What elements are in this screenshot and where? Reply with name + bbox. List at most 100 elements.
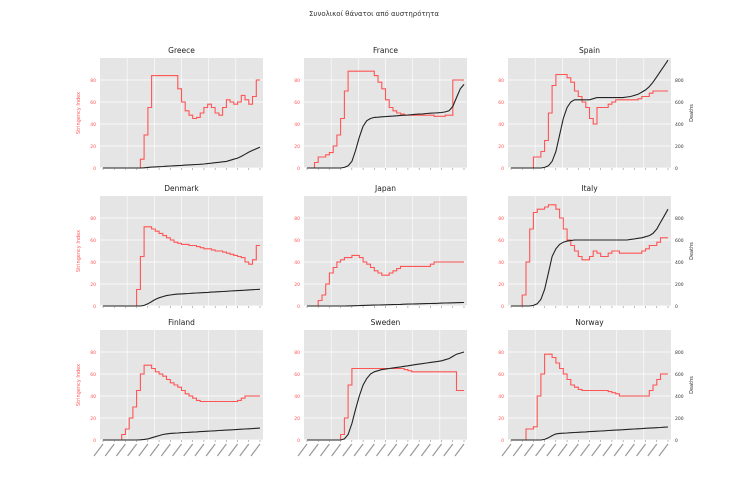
y-right-tick-label: 0 xyxy=(675,166,678,172)
panel-japan: Japan 0 20 40 60 80 xyxy=(294,184,467,310)
stringency-line xyxy=(103,75,260,169)
deaths-line xyxy=(103,427,261,441)
deaths-line xyxy=(307,351,465,441)
panel-greece: Greece 0 20 40 60 80 Stringency Index xyxy=(76,46,263,172)
panel-sweden: Sweden 0 20 40 60 80 xyxy=(294,318,467,457)
x-tick-label xyxy=(658,443,669,457)
y-tick-label: 20 xyxy=(294,416,300,422)
deaths-line xyxy=(307,301,465,307)
y-tick-label: 80 xyxy=(498,350,504,356)
deaths-line xyxy=(511,208,669,307)
y-right-tick-label: 800 xyxy=(675,78,684,84)
y-tick-label: 20 xyxy=(498,416,504,422)
y-tick-label: 40 xyxy=(498,260,504,266)
x-tick-label xyxy=(297,443,308,457)
y-tick-label: 0 xyxy=(93,304,96,310)
x-tick-label xyxy=(216,443,227,457)
x-tick-label xyxy=(228,443,239,457)
y-right-tick-label: 600 xyxy=(675,100,684,106)
y-right-tick-label: 0 xyxy=(675,438,678,444)
x-tick-label xyxy=(115,443,126,457)
y-tick-label: 60 xyxy=(294,372,300,378)
y-tick-label: 20 xyxy=(294,282,300,288)
left-axis-label: Stringency Index xyxy=(76,364,82,406)
x-tick-label xyxy=(364,443,375,457)
y-tick-label: 20 xyxy=(90,282,96,288)
y-right-tick-label: 600 xyxy=(675,372,684,378)
y-right-tick-label: 800 xyxy=(675,216,684,222)
stringency-line xyxy=(511,353,668,441)
x-tick-label xyxy=(93,443,104,457)
panel-denmark: Denmark 0 20 40 60 80 Stringency Index xyxy=(76,184,263,310)
panel-title: Italy xyxy=(581,184,598,193)
y-tick-label: 20 xyxy=(90,144,96,150)
x-tick-label xyxy=(523,443,534,457)
figure-title: Συνολικοί θάνατοι από αυστηρότητα xyxy=(309,10,439,18)
x-tick-label xyxy=(194,443,205,457)
y-right-tick-label: 0 xyxy=(675,304,678,310)
x-tick-label xyxy=(535,443,546,457)
deaths-line xyxy=(511,426,669,441)
deaths-line xyxy=(307,84,465,169)
y-right-tick-label: 200 xyxy=(675,416,684,422)
y-tick-label: 20 xyxy=(294,144,300,150)
x-tick-label xyxy=(512,443,523,457)
y-tick-label: 80 xyxy=(294,216,300,222)
y-tick-label: 60 xyxy=(90,100,96,106)
x-tick-label xyxy=(376,443,386,457)
x-tick-label xyxy=(647,443,658,457)
panel-title: Denmark xyxy=(164,184,199,193)
y-right-tick-label: 400 xyxy=(675,260,684,266)
x-tick-label xyxy=(104,443,115,457)
x-tick-label xyxy=(580,443,590,457)
y-tick-label: 80 xyxy=(90,216,96,222)
y-tick-label: 80 xyxy=(90,350,96,356)
y-tick-label: 60 xyxy=(498,238,504,244)
stringency-line xyxy=(103,226,260,307)
x-tick-label xyxy=(624,443,635,457)
stringency-line xyxy=(307,254,464,307)
x-tick-label xyxy=(342,443,353,457)
x-tick-label xyxy=(420,443,431,457)
x-tick-label xyxy=(127,443,138,457)
panel-title: Spain xyxy=(579,46,600,55)
y-tick-label: 40 xyxy=(498,122,504,128)
right-axis-label: Deaths xyxy=(689,104,695,122)
y-tick-label: 60 xyxy=(90,238,96,244)
y-tick-label: 60 xyxy=(294,238,300,244)
y-tick-label: 40 xyxy=(294,260,300,266)
y-tick-label: 0 xyxy=(297,166,300,172)
y-tick-label: 20 xyxy=(498,144,504,150)
y-right-tick-label: 400 xyxy=(675,394,684,400)
panel-finland: Finland 0 20 40 60 80 Stringency Index xyxy=(76,318,263,457)
x-tick-label xyxy=(602,443,613,457)
y-tick-label: 80 xyxy=(90,78,96,84)
x-tick-label xyxy=(454,443,465,457)
y-right-tick-label: 200 xyxy=(675,144,684,150)
x-tick-label xyxy=(501,443,512,457)
x-tick-label xyxy=(443,443,454,457)
x-tick-label xyxy=(205,443,216,457)
x-tick-label xyxy=(546,443,557,457)
panel-france: France 0 20 40 60 80 xyxy=(294,46,467,172)
deaths-line xyxy=(103,146,261,169)
y-right-tick-label: 600 xyxy=(675,238,684,244)
y-right-tick-label: 800 xyxy=(675,350,684,356)
y-tick-label: 60 xyxy=(294,100,300,106)
right-axis-label: Deaths xyxy=(689,376,695,394)
y-tick-label: 80 xyxy=(294,350,300,356)
y-tick-label: 40 xyxy=(498,394,504,400)
stringency-line xyxy=(511,73,668,169)
x-tick-label xyxy=(353,443,364,457)
y-tick-label: 60 xyxy=(498,100,504,106)
x-tick-label xyxy=(239,443,250,457)
x-tick-label xyxy=(172,443,182,457)
x-tick-label xyxy=(557,443,568,457)
stringency-line xyxy=(511,204,668,307)
y-tick-label: 0 xyxy=(501,304,504,310)
right-axis-label: Deaths xyxy=(689,242,695,260)
y-tick-label: 20 xyxy=(90,416,96,422)
y-tick-label: 40 xyxy=(90,394,96,400)
